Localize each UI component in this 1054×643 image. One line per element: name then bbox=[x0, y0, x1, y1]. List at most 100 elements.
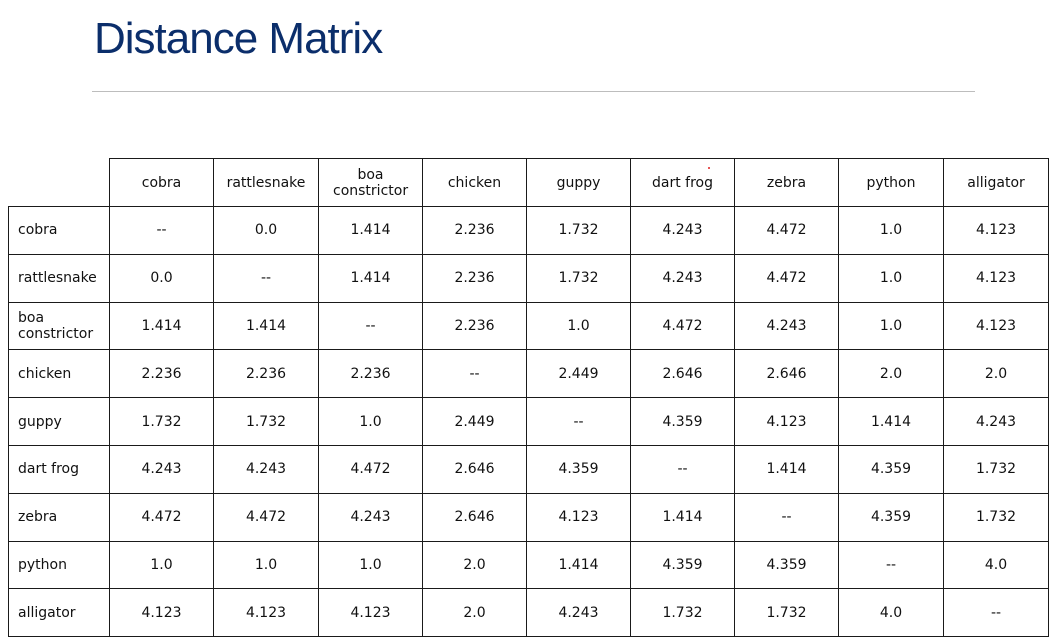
distance-cell: 4.243 bbox=[318, 492, 423, 542]
table-row: python 1.0 1.0 1.0 2.0 1.414 4.359 4.359… bbox=[8, 540, 1049, 590]
distance-cell: 2.0 bbox=[838, 349, 944, 399]
table-row: guppy 1.732 1.732 1.0 2.449 -- 4.359 4.1… bbox=[8, 397, 1049, 446]
distance-cell: 1.0 bbox=[318, 397, 423, 446]
distance-cell: 4.359 bbox=[630, 540, 735, 590]
distance-cell: 1.414 bbox=[734, 444, 839, 494]
distance-cell: -- bbox=[422, 349, 527, 399]
distance-cell: 1.732 bbox=[943, 492, 1049, 542]
distance-cell: 4.472 bbox=[734, 253, 839, 303]
column-header: guppy bbox=[526, 158, 631, 207]
distance-cell: 2.449 bbox=[422, 397, 527, 446]
distance-cell: 1.0 bbox=[318, 540, 423, 590]
distance-cell: 4.243 bbox=[630, 253, 735, 303]
distance-cell: 4.243 bbox=[213, 444, 319, 494]
row-header: guppy bbox=[8, 397, 110, 446]
distance-cell: 4.359 bbox=[526, 444, 631, 494]
distance-cell: 1.414 bbox=[213, 301, 319, 351]
distance-cell: 1.0 bbox=[838, 206, 944, 255]
distance-cell: 1.732 bbox=[526, 253, 631, 303]
distance-cell: 1.414 bbox=[318, 206, 423, 255]
distance-cell: 4.472 bbox=[213, 492, 319, 542]
distance-cell: 4.0 bbox=[943, 540, 1049, 590]
distance-cell: 4.472 bbox=[630, 301, 735, 351]
distance-cell: 4.123 bbox=[943, 301, 1049, 351]
distance-cell: 2.646 bbox=[422, 492, 527, 542]
distance-cell: 2.0 bbox=[943, 349, 1049, 399]
column-header: alligator bbox=[943, 158, 1049, 207]
distance-cell: 4.472 bbox=[318, 444, 423, 494]
distance-cell: 1.414 bbox=[318, 253, 423, 303]
row-header: alligator bbox=[8, 588, 110, 638]
distance-cell: 4.0 bbox=[838, 588, 944, 638]
distance-cell: 4.123 bbox=[526, 492, 631, 542]
row-header: dart frog bbox=[8, 444, 110, 494]
table-row: boa constrictor 1.414 1.414 -- 2.236 1.0… bbox=[8, 301, 1049, 351]
distance-matrix-table: cobra rattlesnake boa constrictor chicke… bbox=[8, 158, 1049, 638]
distance-cell: 4.472 bbox=[734, 206, 839, 255]
table-row: rattlesnake 0.0 -- 1.414 2.236 1.732 4.2… bbox=[8, 253, 1049, 303]
distance-cell: 1.0 bbox=[838, 253, 944, 303]
row-header: rattlesnake bbox=[8, 253, 110, 303]
table-row: chicken 2.236 2.236 2.236 -- 2.449 2.646… bbox=[8, 349, 1049, 399]
stray-mark bbox=[708, 167, 710, 169]
distance-cell: -- bbox=[213, 253, 319, 303]
column-header: zebra bbox=[734, 158, 839, 207]
distance-cell: 2.236 bbox=[422, 206, 527, 255]
table-row: alligator 4.123 4.123 4.123 2.0 4.243 1.… bbox=[8, 588, 1049, 638]
distance-cell: 2.236 bbox=[422, 301, 527, 351]
distance-cell: 4.359 bbox=[838, 444, 944, 494]
header-row: cobra rattlesnake boa constrictor chicke… bbox=[8, 158, 1049, 207]
distance-cell: 4.243 bbox=[630, 206, 735, 255]
distance-cell: 1.0 bbox=[838, 301, 944, 351]
distance-cell: 4.243 bbox=[526, 588, 631, 638]
distance-cell: 0.0 bbox=[109, 253, 214, 303]
distance-cell: 2.236 bbox=[213, 349, 319, 399]
distance-cell: 4.123 bbox=[109, 588, 214, 638]
distance-cell: 4.123 bbox=[318, 588, 423, 638]
distance-cell: 4.123 bbox=[213, 588, 319, 638]
distance-cell: -- bbox=[630, 444, 735, 494]
distance-cell: -- bbox=[318, 301, 423, 351]
distance-cell: 4.243 bbox=[109, 444, 214, 494]
distance-cell: 2.236 bbox=[422, 253, 527, 303]
distance-cell: 2.236 bbox=[109, 349, 214, 399]
distance-cell: -- bbox=[838, 540, 944, 590]
row-header: python bbox=[8, 540, 110, 590]
distance-cell: 4.243 bbox=[943, 397, 1049, 446]
distance-cell: 1.0 bbox=[109, 540, 214, 590]
distance-cell: 4.243 bbox=[734, 301, 839, 351]
distance-cell: -- bbox=[734, 492, 839, 542]
distance-cell: 2.0 bbox=[422, 540, 527, 590]
column-header: cobra bbox=[109, 158, 214, 207]
distance-cell: 1.414 bbox=[109, 301, 214, 351]
distance-cell: 2.646 bbox=[630, 349, 735, 399]
column-header: boa constrictor bbox=[318, 158, 423, 207]
row-header: cobra bbox=[8, 206, 110, 255]
distance-cell: 4.359 bbox=[838, 492, 944, 542]
row-header: chicken bbox=[8, 349, 110, 399]
slide-title: Distance Matrix bbox=[94, 14, 383, 63]
corner-cell bbox=[8, 158, 110, 207]
distance-cell: 4.472 bbox=[109, 492, 214, 542]
distance-cell: 1.0 bbox=[526, 301, 631, 351]
column-header: chicken bbox=[422, 158, 527, 207]
distance-cell: 1.732 bbox=[630, 588, 735, 638]
distance-cell: 4.123 bbox=[943, 253, 1049, 303]
distance-cell: -- bbox=[943, 588, 1049, 638]
table-row: zebra 4.472 4.472 4.243 2.646 4.123 1.41… bbox=[8, 492, 1049, 542]
table-row: dart frog 4.243 4.243 4.472 2.646 4.359 … bbox=[8, 444, 1049, 494]
distance-cell: 1.732 bbox=[109, 397, 214, 446]
distance-cell: 2.449 bbox=[526, 349, 631, 399]
distance-cell: 4.359 bbox=[734, 540, 839, 590]
distance-cell: 1.414 bbox=[838, 397, 944, 446]
distance-cell: 1.414 bbox=[526, 540, 631, 590]
distance-cell: 2.646 bbox=[422, 444, 527, 494]
distance-cell: 1.0 bbox=[213, 540, 319, 590]
distance-cell: 1.732 bbox=[943, 444, 1049, 494]
distance-cell: 1.732 bbox=[734, 588, 839, 638]
distance-cell: 1.414 bbox=[630, 492, 735, 542]
distance-cell: 4.123 bbox=[943, 206, 1049, 255]
column-header: rattlesnake bbox=[213, 158, 319, 207]
distance-cell: 2.0 bbox=[422, 588, 527, 638]
distance-cell: -- bbox=[109, 206, 214, 255]
